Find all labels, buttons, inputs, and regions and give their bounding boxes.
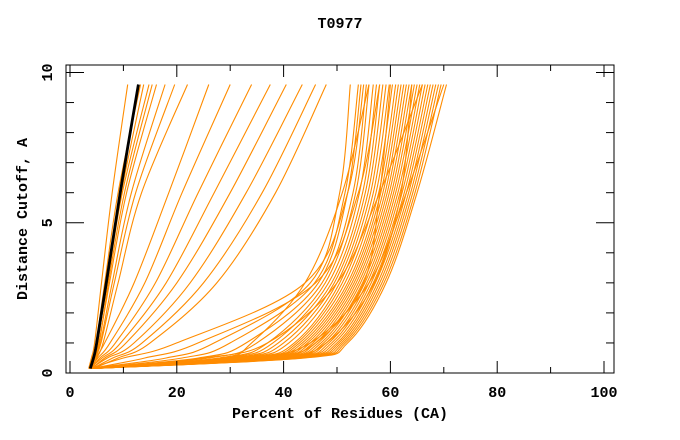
x-axis-label: Percent of Residues (CA): [232, 406, 448, 423]
model-curve-22: [91, 84, 381, 370]
model-curve-17: [93, 84, 327, 370]
tick-labels-layer: 0 20 40 60 80 100 0 5 10: [40, 63, 618, 402]
model-curve-14: [91, 84, 287, 369]
model-curve-1: [88, 84, 129, 369]
model-curve-12: [90, 84, 253, 369]
plot-frame: [65, 64, 615, 374]
model-curve-18: [88, 84, 351, 370]
model-curve-55: [93, 84, 448, 370]
x-tick-label: 80: [488, 385, 506, 402]
x-tick-label: 0: [65, 385, 74, 402]
model-curve-15: [90, 84, 303, 369]
model-curve-11: [89, 84, 231, 369]
y-tick-label: 10: [40, 63, 57, 81]
model-curves-layer: [88, 84, 448, 370]
model-curve-16: [92, 84, 317, 369]
model-curve-9: [90, 84, 189, 369]
model-curve-13: [89, 84, 271, 369]
model-curve-23: [91, 84, 367, 370]
plot-title: T0977: [317, 16, 362, 33]
model-curve-44: [90, 84, 418, 370]
model-curve-10: [88, 84, 210, 369]
x-tick-label: 100: [590, 385, 617, 402]
x-tick-label: 20: [168, 385, 186, 402]
model-curve-19: [89, 84, 365, 370]
x-tick-label: 40: [275, 385, 293, 402]
y-axis-label: Distance Cutoff, A: [15, 138, 32, 300]
axes-layer: [65, 64, 615, 374]
model-curve-4: [89, 84, 145, 369]
y-tick-label: 0: [40, 368, 57, 377]
reference-curve: [88, 84, 140, 369]
x-tick-label: 60: [381, 385, 399, 402]
y-tick-label: 5: [40, 218, 57, 227]
